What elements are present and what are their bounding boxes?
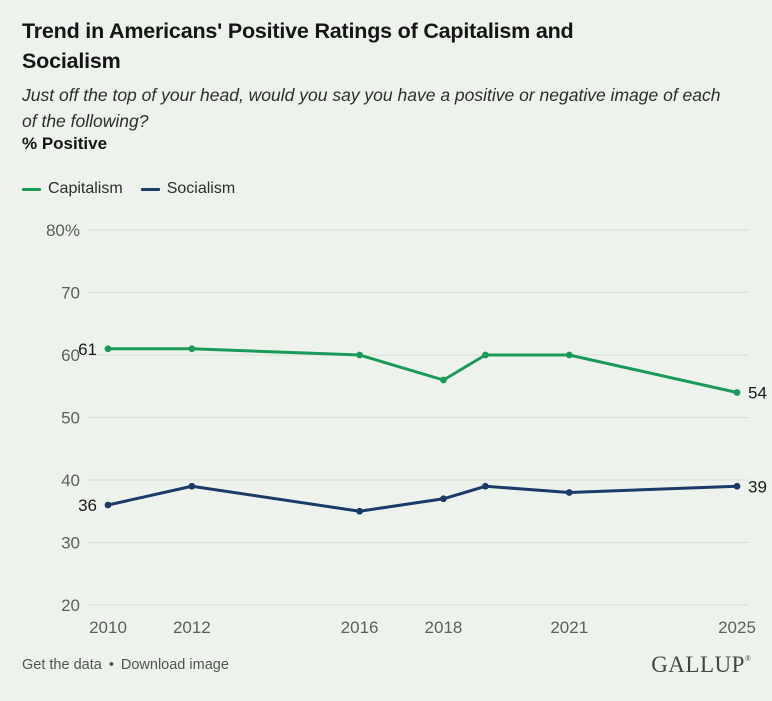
legend-label-socialism: Socialism [166,180,236,197]
y-tick-label-20: 20 [61,596,80,615]
y-tick-label-40: 40 [61,471,80,490]
capitalism-line-swatch-icon [22,187,41,191]
footer-links-separator: • [108,657,114,673]
legend: Capitalism Socialism [22,180,235,198]
socialism-line-swatch-icon [140,187,160,191]
trend-chart: 80% 70 60 50 40 30 20 2010 2012 2016 2018 2021 2025 6… [0,212,772,657]
data-point-socialism-2016[interactable] [356,507,363,515]
chart-subtitle: Just off the top of your head, would you… [22,85,721,131]
legend-item-socialism[interactable]: Socialism [140,180,236,198]
first-value-label-capitalism: 61 [78,340,97,359]
measure-label: % Positive [22,134,108,153]
x-tick-label-2016: 2016 [341,618,379,637]
download-image-link[interactable]: Download image [120,657,229,673]
x-tick-label-2025: 2025 [718,618,756,637]
legend-label-capitalism: Capitalism [48,180,123,197]
first-value-label-socialism: 36 [78,496,97,515]
series-line-socialism [106,484,739,513]
x-tick-label-2021: 2021 [550,618,588,637]
get-the-data-link[interactable]: Get the data [22,657,102,673]
y-tick-label-80: 80% [46,221,80,240]
data-point-capitalism-2010[interactable] [104,345,112,353]
data-point-socialism-2010[interactable] [104,501,112,509]
gallup-logo-text: GALLUP [651,652,745,677]
data-point-capitalism-2012[interactable] [188,345,196,353]
data-point-capitalism-2019[interactable] [482,351,489,359]
trend-chart-svg: 80% 70 60 50 40 30 20 2010 2012 2016 2018 2021 2025 6… [46,221,767,637]
x-tick-label-2018: 2018 [425,618,463,637]
y-tick-label-50: 50 [61,409,80,428]
data-point-capitalism-2025[interactable] [733,389,741,396]
y-tick-label-70: 70 [61,284,80,303]
data-point-capitalism-2021[interactable] [565,351,573,359]
x-tick-label-2010: 2010 [89,618,127,637]
gallup-logo: GALLUP® [651,652,751,678]
data-point-socialism-2018[interactable] [440,495,447,503]
registered-mark-icon: ® [744,654,751,663]
data-point-capitalism-2018[interactable] [440,376,447,384]
data-point-capitalism-2016[interactable] [356,351,363,359]
y-tick-label-60: 60 [61,346,80,365]
data-point-socialism-2025[interactable] [733,482,741,490]
chart-title: Trend in Americans' Positive Ratings of … [22,19,574,73]
legend-item-capitalism[interactable]: Capitalism [22,180,123,198]
footer-links: Get the data • Download image [22,657,229,673]
last-value-label-socialism: 39 [748,477,767,496]
data-point-socialism-2019[interactable] [482,482,489,490]
last-value-label-capitalism: 54 [748,384,767,403]
y-tick-label-30: 30 [61,534,80,553]
data-point-socialism-2021[interactable] [565,489,573,496]
data-point-socialism-2012[interactable] [188,482,196,490]
x-tick-label-2012: 2012 [173,618,211,637]
